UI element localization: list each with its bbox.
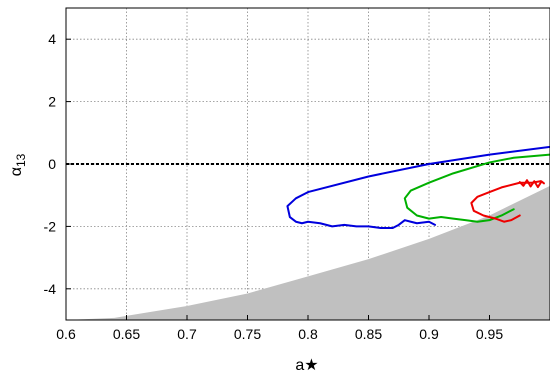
contour-line-green-1 (403, 153, 550, 223)
shaded-region-layer (66, 185, 550, 320)
y-tick-label: -2 (44, 218, 57, 234)
y-tick-label: 0 (48, 156, 56, 172)
contour-line-red-3 (518, 179, 545, 189)
x-tick-label: 0.75 (234, 326, 261, 342)
y-tick-label: -4 (44, 281, 57, 297)
y-tick-label: 4 (48, 31, 56, 47)
x-tick-label: 0.85 (355, 326, 382, 342)
x-tick-label: 0.7 (177, 326, 197, 342)
x-tick-label: 0.6 (56, 326, 76, 342)
x-tick-label: 0.9 (419, 326, 439, 342)
tick-layer: 0.6 0.65 0.7 0.75 0.8 0.85 0.9 0.95 -4 -2 0 2 4 (44, 31, 504, 342)
x-tick-label: 0.95 (476, 326, 503, 342)
y-axis-title-subscript: 13 (14, 153, 28, 167)
y-axis-title-main: α (8, 167, 25, 176)
y-axis-title: α13 (8, 153, 28, 176)
x-tick-label: 0.8 (298, 326, 318, 342)
contour-line-blue-0 (286, 145, 550, 229)
shaded-region (66, 185, 550, 320)
x-tick-label: 0.65 (113, 326, 140, 342)
series-layer (286, 145, 550, 229)
y-tick-label: 2 (48, 94, 56, 110)
x-axis-title: a★ (295, 357, 318, 374)
